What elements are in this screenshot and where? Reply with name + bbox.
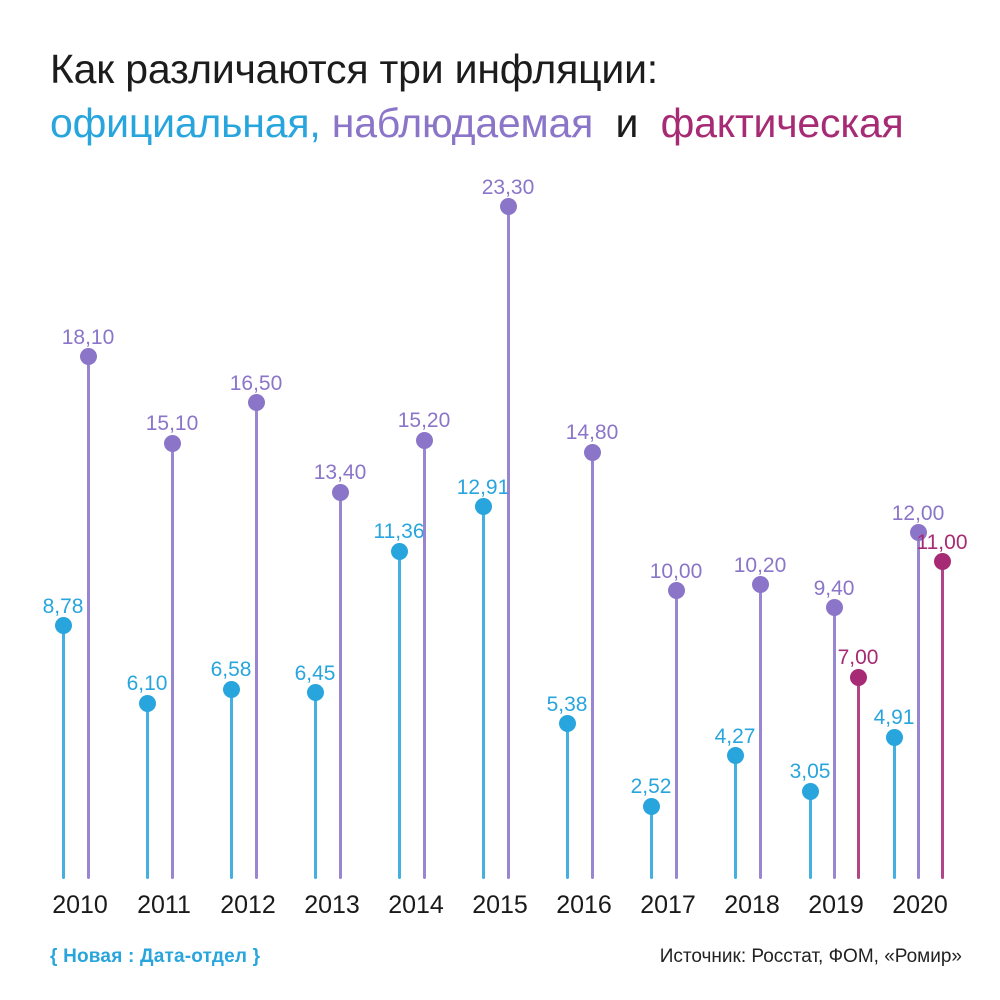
data-point: [331, 483, 349, 501]
data-point: [163, 434, 181, 452]
data-point: [247, 394, 265, 412]
data-point: [306, 684, 324, 702]
data-point: [222, 680, 240, 698]
stem: [856, 677, 860, 879]
source-credit: Источник: Росстат, ФОМ, «Ромир»: [659, 946, 962, 967]
stem: [397, 551, 401, 879]
value-label: 6,10: [126, 672, 168, 695]
stem: [565, 723, 569, 879]
value-label: 5,38: [546, 692, 588, 716]
data-point: [667, 582, 685, 599]
data-point: [909, 524, 927, 542]
x-axis-label-2016: 2016: [556, 891, 612, 919]
stem: [313, 692, 317, 879]
data-point: [474, 498, 492, 516]
data-point: [558, 715, 576, 733]
x-axis-label-2020: 2020: [892, 891, 948, 919]
value-label: 10,20: [733, 553, 787, 577]
data-point: [849, 668, 867, 686]
stem: [590, 452, 594, 879]
value-label: 9,40: [813, 576, 855, 600]
stem: [808, 791, 812, 879]
value-label: 15,10: [145, 412, 199, 436]
value-label: 16,50: [229, 371, 283, 395]
stem: [892, 737, 896, 879]
stem: [86, 356, 90, 879]
value-label: 11,00: [916, 530, 968, 554]
data-point: [885, 728, 903, 746]
data-point: [801, 782, 819, 800]
stem: [733, 755, 737, 879]
title-line2: официальная, наблюдаемая и фактическая: [50, 96, 904, 150]
x-axis-label-2018: 2018: [724, 891, 780, 919]
value-label: 6,45: [294, 661, 336, 685]
value-label: 8,78: [42, 594, 84, 618]
value-label: 13,40: [313, 461, 367, 485]
value-label: 4,27: [714, 724, 756, 748]
stem: [916, 532, 920, 879]
value-label: 4,91: [873, 706, 915, 730]
data-point: [726, 747, 744, 765]
value-label: 6,58: [210, 658, 252, 682]
value-label: 7,00: [837, 646, 879, 670]
data-point: [138, 694, 156, 712]
stem: [170, 443, 174, 879]
value-label: 12,91: [456, 475, 510, 499]
stem: [674, 590, 678, 879]
data-point: [390, 542, 408, 560]
value-label: 23,30: [481, 175, 535, 199]
x-axis-label-2015: 2015: [472, 891, 528, 919]
stem: [254, 402, 258, 879]
title-conjunction: и: [604, 100, 650, 146]
title-word-official: официальная,: [50, 100, 321, 146]
data-point: [751, 576, 769, 594]
stem: [481, 506, 485, 879]
stem: [940, 561, 944, 879]
stem: [649, 806, 653, 879]
stem: [61, 625, 65, 879]
data-point: [933, 553, 951, 571]
value-label: 11,36: [373, 520, 425, 544]
value-label: 15,20: [397, 409, 451, 433]
title-word-actual: фактическая: [660, 100, 904, 146]
stem: [832, 607, 836, 879]
value-label: 3,05: [789, 760, 831, 783]
x-axis-label-2011: 2011: [137, 891, 191, 919]
stem: [145, 703, 149, 879]
x-axis-label-2013: 2013: [304, 891, 360, 919]
stem: [758, 584, 762, 879]
x-axis-label-2017: 2017: [640, 891, 696, 919]
data-point: [415, 431, 433, 449]
value-label: 12,00: [891, 501, 945, 525]
x-axis-label-2019: 2019: [808, 891, 864, 919]
title-line1: Как различаются три инфляции:: [50, 46, 658, 92]
x-axis-label-2012: 2012: [220, 891, 276, 919]
data-point: [583, 443, 601, 461]
value-label: 14,80: [565, 421, 619, 445]
value-label: 10,00: [649, 559, 703, 583]
value-label: 18,10: [61, 325, 115, 349]
stem: [422, 440, 426, 879]
x-axis-label-2014: 2014: [388, 891, 444, 919]
stem: [229, 689, 233, 879]
title-word-observed: наблюдаемая: [331, 100, 594, 146]
data-point: [825, 599, 843, 617]
data-point: [54, 617, 72, 635]
brand-logo: { Новая : Дата-отдел }: [50, 946, 261, 967]
stem: [338, 492, 342, 879]
data-point: [499, 198, 517, 216]
data-point: [79, 348, 97, 366]
x-axis-label-2010: 2010: [52, 891, 108, 919]
data-point: [642, 797, 660, 815]
stem: [506, 206, 510, 879]
chart-title: Как различаются три инфляции: официальна…: [50, 42, 904, 150]
value-label: 2,52: [630, 775, 672, 799]
